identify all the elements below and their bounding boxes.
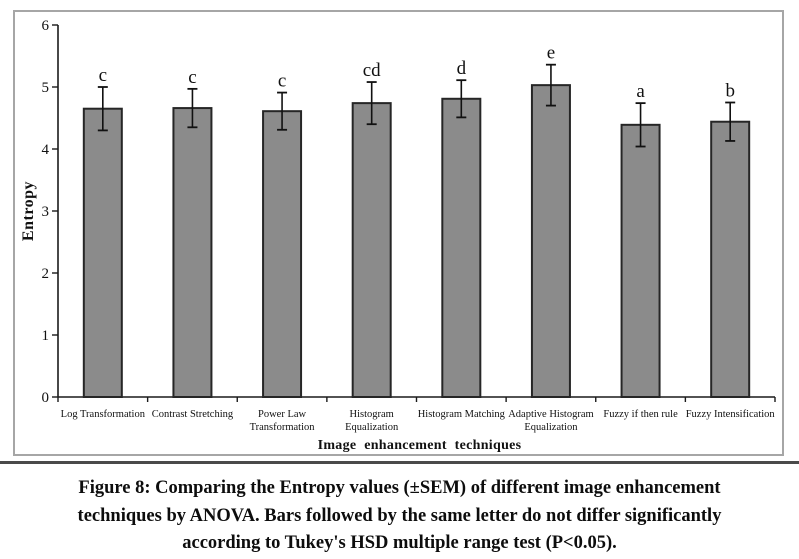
bar-fuzzy-intensification <box>710 120 751 398</box>
y-tick-label: 6 <box>42 18 50 34</box>
x-axis-title: Image enhancement techniques <box>318 438 522 453</box>
y-tick-label: 4 <box>42 142 50 158</box>
y-tick-label: 3 <box>42 204 50 220</box>
x-category-label: Fuzzy Intensification <box>686 409 776 420</box>
significance-letter: e <box>547 43 555 64</box>
bar-power-law-transformation <box>262 110 303 399</box>
y-tick-label: 1 <box>42 328 50 344</box>
x-category-label: Power Law <box>258 409 307 420</box>
figure-caption-line-1: Figure 8: Comparing the Entropy values (… <box>78 478 721 498</box>
significance-letter: d <box>457 58 467 79</box>
x-category-label: Equalization <box>524 422 578 433</box>
significance-letter: c <box>188 67 196 88</box>
x-category-label: Transformation <box>250 422 316 433</box>
figure-separator-line <box>0 461 799 464</box>
figure-caption: Figure 8: Comparing the Entropy values (… <box>0 475 799 558</box>
significance-letter: c <box>99 65 107 86</box>
x-category-label: Equalization <box>345 422 399 433</box>
entropy-bar-chart: 0 1 2 3 4 5 6 c Log Transformation c Contrast Stre… <box>20 18 776 453</box>
x-category-label: Contrast Stretching <box>152 409 234 420</box>
significance-letter: b <box>725 81 735 102</box>
x-category-label: Log Transformation <box>61 409 146 420</box>
figure-caption-line-2: techniques by ANOVA. Bars followed by th… <box>77 505 722 526</box>
x-category-label: Histogram <box>350 409 394 420</box>
significance-letter: cd <box>363 60 381 81</box>
x-category-label: Fuzzy if then rule <box>603 409 678 420</box>
significance-letter: a <box>636 81 645 102</box>
bar-log-transformation <box>82 107 123 398</box>
bar-histogram-equalization <box>351 102 392 399</box>
x-category-label: Histogram Matching <box>418 409 506 420</box>
bar-fuzzy-if-then-rule <box>620 123 661 398</box>
y-tick-label: 2 <box>42 266 50 282</box>
figure-caption-line-3: according to Tukey's HSD multiple range … <box>182 533 617 553</box>
y-tick-label: 0 <box>42 390 50 406</box>
x-category-label: Adaptive Histogram <box>508 409 593 420</box>
bar-contrast-stretching <box>172 107 213 399</box>
y-tick-label: 5 <box>42 80 50 96</box>
bar-histogram-matching <box>441 97 482 398</box>
y-axis-title: Entropy <box>20 181 37 241</box>
significance-letter: c <box>278 71 286 92</box>
bar-adaptive-histogram-equalization <box>530 84 571 398</box>
